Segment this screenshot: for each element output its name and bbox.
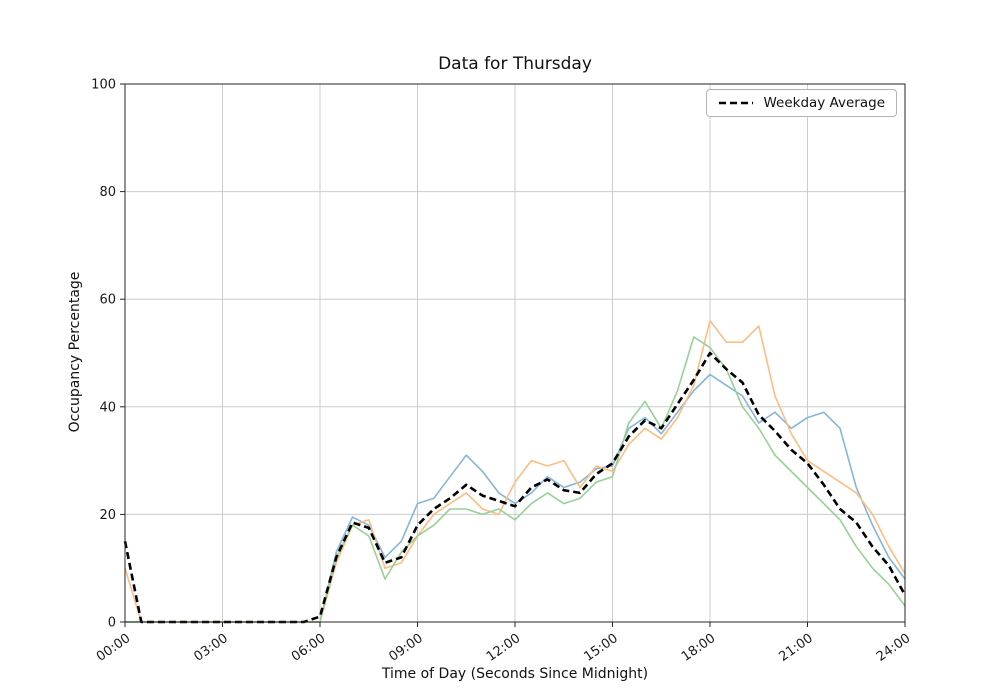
x-tick-label: 12:00 xyxy=(484,631,523,665)
x-tick-label: 15:00 xyxy=(581,631,620,665)
x-tick-label: 18:00 xyxy=(679,631,718,665)
y-tick-label: 60 xyxy=(99,293,116,308)
x-tick-label: 21:00 xyxy=(776,631,815,665)
y-tick-label: 40 xyxy=(99,400,116,415)
y-tick-label: 80 xyxy=(99,185,116,200)
y-tick-label: 20 xyxy=(99,508,116,523)
chart-title: Data for Thursday xyxy=(438,54,592,74)
x-tick-label: 09:00 xyxy=(386,631,425,665)
series-line-weekday-average xyxy=(123,351,907,624)
x-tick-label: 06:00 xyxy=(289,631,328,665)
y-tick-label: 100 xyxy=(91,78,116,93)
legend-entry-label: Weekday Average xyxy=(763,95,885,111)
y-axis-label: Occupancy Percentage xyxy=(67,271,83,433)
legend: Weekday Average xyxy=(706,89,897,117)
legend-dashed-line-sample xyxy=(719,101,754,105)
y-tick-label: 0 xyxy=(108,616,116,631)
x-tick-label: 03:00 xyxy=(191,631,230,665)
x-axis-label: Time of Day (Seconds Since Midnight) xyxy=(381,666,649,682)
axes-frame xyxy=(124,83,906,623)
x-tick-label: 00:00 xyxy=(94,631,133,665)
x-tick-label: 24:00 xyxy=(874,631,913,665)
